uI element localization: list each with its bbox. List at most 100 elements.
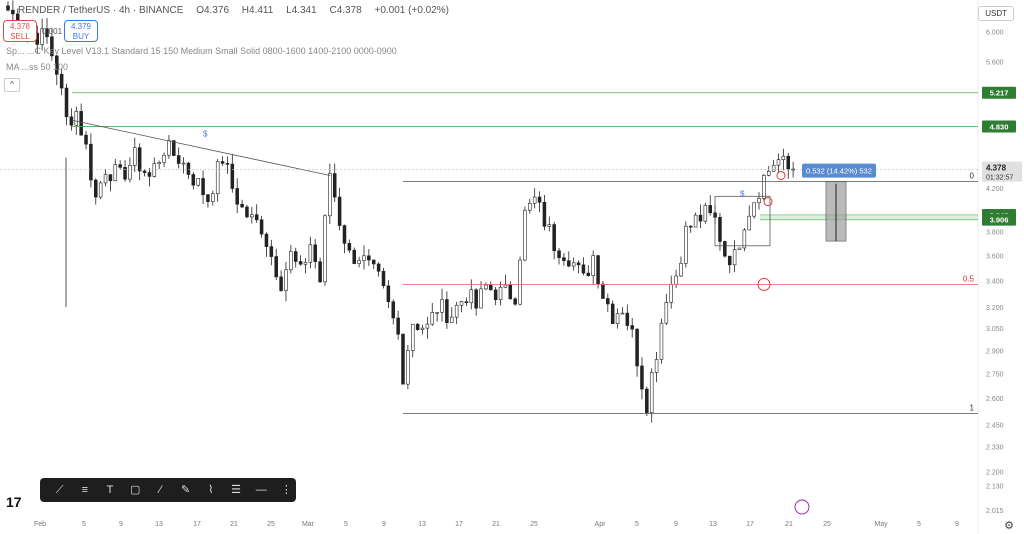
candle-body	[654, 359, 659, 373]
collapse-legend-button[interactable]: ^	[4, 78, 20, 92]
time-tick-label: 13	[709, 521, 717, 528]
candle-body	[274, 256, 278, 278]
text-icon[interactable]: T	[106, 484, 114, 496]
candle-body	[167, 140, 171, 156]
time-tick-label: 17	[746, 521, 754, 528]
candle-body	[528, 202, 532, 211]
ohlc-low: L4.341	[286, 5, 317, 16]
time-tick-label: 9	[955, 521, 959, 528]
candle-body	[352, 249, 356, 264]
indicator-legend-1[interactable]: Sp... ...C Key Level V13.1 Standard 15 1…	[6, 46, 397, 56]
ray-icon[interactable]: —	[255, 484, 267, 496]
candle-body	[581, 264, 586, 274]
indicator-legend-2[interactable]: MA ...ss 50 100	[6, 62, 69, 72]
candle-body	[11, 9, 15, 15]
time-tick-label: 17	[455, 521, 463, 528]
range-box	[714, 195, 771, 247]
current-price-bg	[982, 161, 1022, 182]
candle-body	[747, 215, 751, 231]
candle-body	[50, 36, 54, 57]
candle-body	[211, 193, 215, 203]
candle-body	[103, 174, 108, 184]
currency-selector[interactable]: USDT	[978, 6, 1014, 21]
candle-body	[45, 28, 49, 38]
pattern-icon[interactable]: ⌇	[208, 484, 214, 496]
candle-body	[625, 312, 630, 326]
candle-body	[742, 229, 747, 249]
candle-body	[762, 175, 766, 199]
candle-body	[259, 219, 264, 235]
candle-body	[630, 325, 634, 330]
candle-body	[367, 255, 371, 261]
candle-body	[147, 172, 152, 177]
dollar-marker: $	[740, 189, 745, 198]
candle-body	[123, 167, 127, 180]
price-tick-label: 3.200	[986, 305, 1004, 312]
candle-body	[235, 188, 239, 205]
brush-icon[interactable]: ∕	[159, 484, 162, 496]
buy-price: 4.379	[70, 22, 92, 31]
candle-body	[567, 260, 571, 267]
ohlc-high: H4.411	[241, 5, 274, 16]
rectangle-icon[interactable]: ▢	[130, 484, 141, 496]
candle-body	[176, 155, 181, 164]
candle-body	[245, 206, 249, 218]
pencil-icon[interactable]: ✎	[181, 484, 191, 496]
time-tick-label: 25	[823, 521, 831, 528]
candle-body	[142, 170, 147, 173]
candle-countdown: 01:32:57	[986, 175, 1013, 182]
time-tick-label: 21	[492, 521, 500, 528]
candle-body	[430, 312, 435, 325]
candle-body	[308, 244, 313, 263]
measure-label: 0.532 (14.42%) 532	[806, 167, 872, 176]
measure-icon[interactable]: ⋮	[280, 484, 292, 496]
candle-body	[659, 322, 664, 360]
candle-body	[562, 257, 566, 261]
candle-body	[113, 164, 118, 182]
time-tick-label: 13	[418, 521, 426, 528]
sell-button[interactable]: 4.378 SELL	[3, 20, 37, 42]
candle-body	[55, 55, 59, 75]
candle-body	[137, 147, 142, 172]
candle-body	[464, 301, 469, 304]
price-tick-label: 3.400	[986, 279, 1004, 286]
sell-price: 4.378	[9, 22, 31, 31]
candle-body	[362, 255, 366, 261]
price-tick-label: 3.050	[986, 326, 1004, 333]
trendline-icon[interactable]: ⟋	[55, 484, 64, 496]
candle-body	[523, 209, 527, 261]
chart-header: RENDER / TetherUS · 4h · BINANCE O4.376 …	[18, 5, 449, 16]
fib-icon[interactable]: ≡	[81, 484, 89, 496]
fib-label: 1	[970, 404, 975, 413]
candle-body	[59, 74, 64, 89]
candle-body	[391, 301, 396, 319]
gear-icon[interactable]: ⚙	[1004, 520, 1014, 532]
candle-body	[727, 255, 732, 266]
candle-body	[225, 163, 230, 165]
live-indicator-icon	[794, 499, 810, 515]
candle-body	[108, 174, 113, 182]
candle-body	[425, 323, 430, 329]
candle-body	[406, 350, 410, 385]
candle-body	[537, 196, 542, 203]
candle-body	[84, 134, 88, 145]
candle-body	[133, 147, 137, 166]
buy-button[interactable]: 4.379 BUY	[64, 20, 98, 42]
symbol-title[interactable]: RENDER / TetherUS · 4h · BINANCE	[18, 5, 184, 16]
candle-body	[586, 272, 591, 276]
time-tick-label: 5	[917, 521, 921, 528]
candle-body	[152, 163, 157, 177]
marker-circle	[776, 170, 786, 180]
price-tick-label: 2.450	[986, 422, 1004, 429]
list-icon[interactable]: ☰	[231, 484, 241, 496]
time-tick-label: 13	[155, 521, 163, 528]
candle-body	[240, 203, 244, 208]
candle-body	[518, 259, 522, 305]
candle-body	[376, 263, 381, 272]
candle-body	[196, 178, 200, 186]
candle-body	[328, 173, 332, 217]
candle-body	[289, 251, 293, 271]
candle-body	[552, 224, 556, 252]
level-label-bg	[982, 86, 1016, 99]
